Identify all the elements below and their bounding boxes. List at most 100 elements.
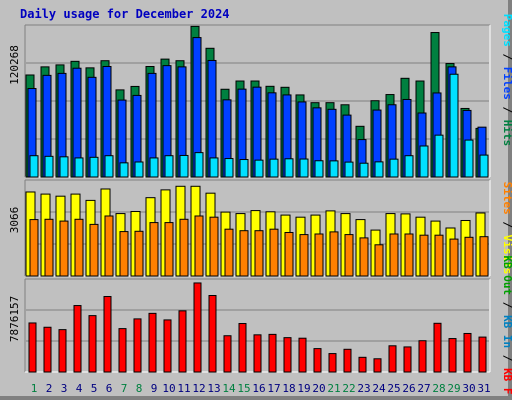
legend-sites: Sites (501, 182, 512, 215)
kbf-bar (448, 338, 457, 373)
kbf-bar (358, 356, 367, 373)
kbf-bar (103, 296, 112, 373)
pages-bar (239, 159, 249, 178)
sites-bar (299, 234, 309, 277)
sites-bar (239, 230, 249, 277)
kbf-bar (178, 310, 187, 373)
pages-bar (224, 158, 234, 178)
pages-bar (44, 155, 54, 178)
pages-bar (284, 158, 294, 178)
kbf-bar (463, 332, 472, 373)
sites-bar (194, 215, 204, 277)
sites-bar (389, 233, 399, 277)
x-day-label: 6 (106, 382, 113, 395)
legend-1: Sites / Visits (501, 182, 512, 275)
sites-bar (359, 237, 369, 277)
sites-bar (119, 231, 129, 277)
x-day-label: 23 (357, 382, 370, 395)
x-day-label: 10 (162, 382, 175, 395)
kbf-bar (43, 326, 52, 373)
x-day-label: 13 (207, 382, 220, 395)
pages-bar (104, 155, 114, 178)
legend-sep: / (501, 100, 512, 120)
pages-bar (329, 160, 339, 178)
pages-bar (299, 158, 309, 178)
x-day-label: 26 (402, 382, 415, 395)
sites-bar (344, 234, 354, 277)
pages-bar (89, 156, 99, 178)
sites-bar (224, 228, 234, 277)
pages-bar (194, 152, 204, 178)
x-day-label: 25 (387, 382, 400, 395)
kbf-bar (298, 337, 307, 373)
sites-bar (404, 233, 414, 277)
legend-sep: / (501, 47, 512, 67)
sites-bar (314, 233, 324, 277)
x-day-label: 22 (342, 382, 355, 395)
pages-bar (389, 158, 399, 178)
x-day-label: 17 (267, 382, 280, 395)
kbf-bar (283, 337, 292, 373)
legend-sep: / (501, 348, 512, 368)
x-day-label: 2 (46, 382, 53, 395)
legend-kb-f: KB F (501, 368, 512, 395)
kbf-bar (58, 329, 67, 373)
sites-bar (434, 234, 444, 277)
x-day-label: 18 (282, 382, 295, 395)
pages-bar (29, 155, 39, 178)
x-day-label: 14 (222, 382, 236, 395)
x-day-label: 27 (417, 382, 430, 395)
x-day-label: 8 (136, 382, 143, 395)
sites-bar (254, 230, 264, 277)
kbf-bar (163, 319, 172, 373)
legend-hits: Hits (501, 120, 512, 147)
kbf-bar (478, 336, 487, 373)
sites-bar (464, 236, 474, 277)
panel-0-ymax-label: 120268 (8, 45, 21, 85)
sites-bar (419, 234, 429, 277)
legend-kb-in: KB In (501, 315, 512, 348)
pages-bar (269, 158, 279, 178)
sites-bar (284, 231, 294, 277)
kbf-bar (193, 282, 202, 373)
legend-files: Files (501, 67, 512, 100)
kbf-bar (88, 315, 97, 373)
pages-bar (164, 155, 174, 178)
sites-bar (74, 218, 84, 277)
x-day-label: 12 (192, 382, 205, 395)
pages-bar (359, 162, 369, 178)
pages-bar (434, 134, 444, 178)
x-day-label: 1 (31, 382, 38, 395)
kbf-bar (118, 328, 127, 373)
x-day-label: 3 (61, 382, 68, 395)
x-day-label: 21 (327, 382, 340, 395)
legend-kb-out: KB Out (501, 255, 512, 295)
sites-bar (479, 236, 489, 277)
kbf-bar (133, 318, 142, 373)
pages-bar (464, 139, 474, 178)
kbf-bar (73, 305, 82, 373)
kbf-bar (433, 322, 442, 373)
x-day-label: 24 (372, 382, 386, 395)
legend-2: KB Out / KB In / KB F (501, 255, 512, 394)
pages-bar (314, 160, 324, 178)
kbf-bar (403, 346, 412, 373)
x-day-label: 20 (312, 382, 325, 395)
panel-1-ymax-label: 3066 (8, 207, 21, 234)
sites-bar (59, 220, 69, 277)
sites-bar (89, 223, 99, 277)
legend-pages: Pages (501, 14, 512, 47)
legend-0: Pages / Files / Hits (501, 14, 512, 147)
pages-bar (404, 155, 414, 178)
x-day-label: 30 (462, 382, 475, 395)
x-day-label: 5 (91, 382, 98, 395)
kbf-bar (313, 348, 322, 373)
pages-bar (449, 73, 459, 178)
pages-bar (59, 156, 69, 178)
kbf-bar (208, 294, 217, 373)
sites-bar (374, 244, 384, 277)
kbf-bar (268, 333, 277, 373)
pages-bar (419, 145, 429, 178)
legend-sep: / (501, 215, 512, 235)
